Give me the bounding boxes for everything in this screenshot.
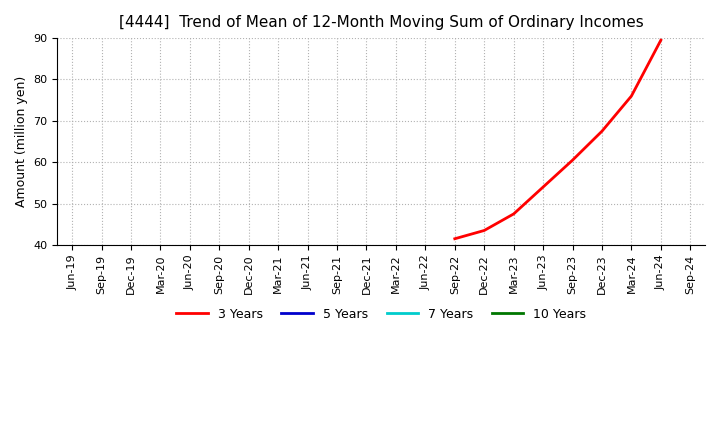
- Y-axis label: Amount (million yen): Amount (million yen): [15, 76, 28, 207]
- Legend: 3 Years, 5 Years, 7 Years, 10 Years: 3 Years, 5 Years, 7 Years, 10 Years: [171, 303, 591, 326]
- Title: [4444]  Trend of Mean of 12-Month Moving Sum of Ordinary Incomes: [4444] Trend of Mean of 12-Month Moving …: [119, 15, 644, 30]
